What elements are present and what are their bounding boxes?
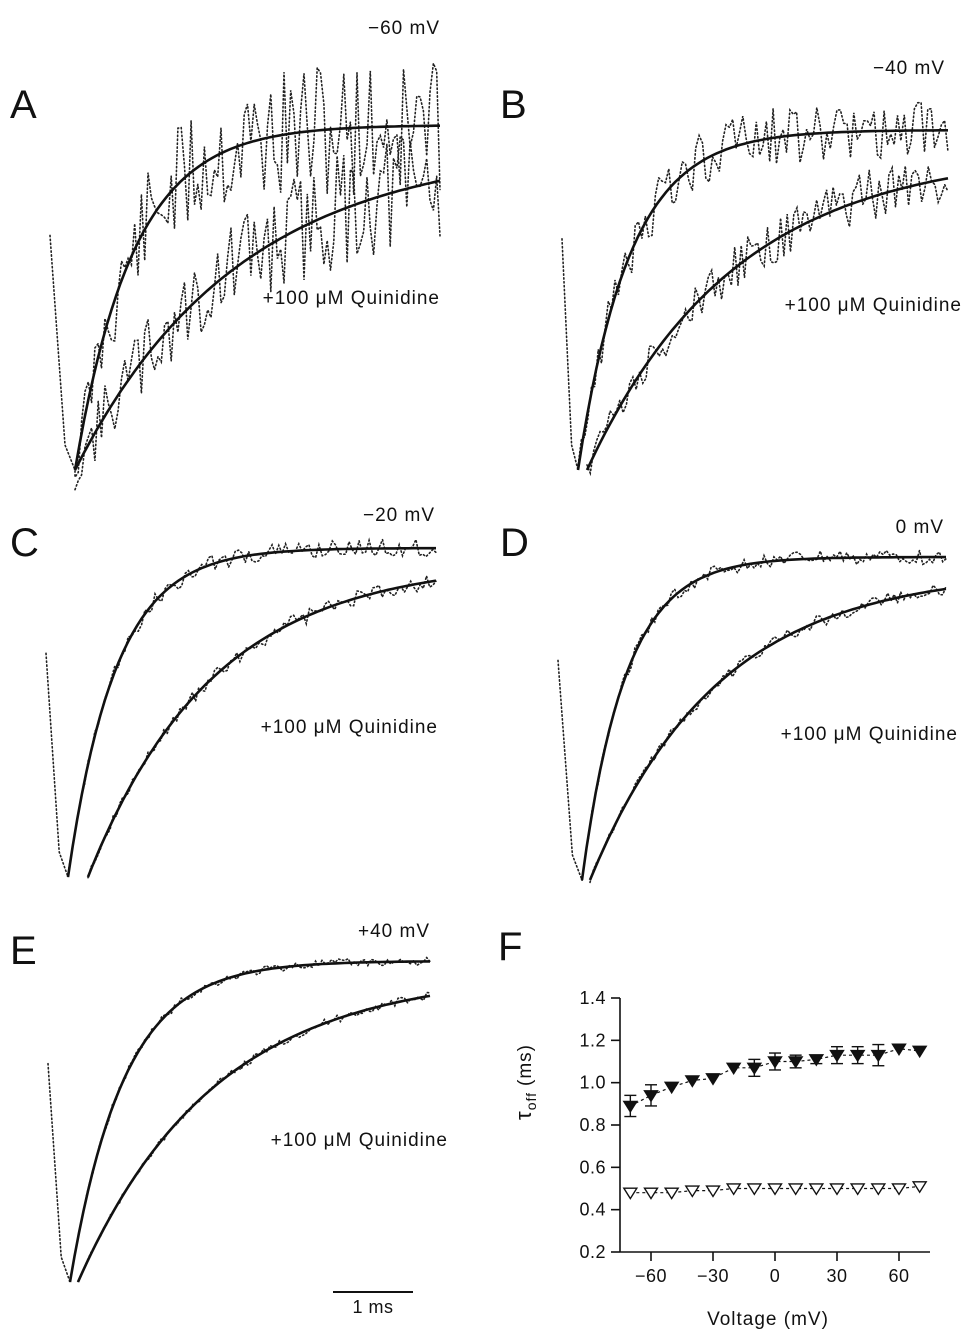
panel-d-letter: D [500, 521, 529, 565]
panel-a-voltage-label: −60 mV [368, 18, 440, 39]
panel-d-drug-label: +100 μM Quinidine [781, 724, 958, 745]
panel-f-y-tick-label: 0.4 [579, 1200, 606, 1220]
panel-f-series-2-point [767, 1183, 783, 1196]
panel-f-series-2-point [808, 1183, 825, 1196]
panel-d-fit-quinidine [588, 587, 947, 881]
panel-f-series-1-point [684, 1075, 701, 1088]
panel-f-series-1-point [808, 1054, 825, 1067]
panel-f-x-tick-label: 0 [770, 1266, 781, 1286]
panel-b-voltage-label: −40 mV [873, 58, 945, 79]
panel-f-series-2-point [891, 1183, 907, 1196]
panel-a-raw-trace-quinidine [74, 135, 441, 491]
panel-f-marks [622, 1043, 928, 1200]
panel-f-y-tick-label: 1.2 [579, 1030, 606, 1050]
panel-b-raw-trace-quinidine [586, 164, 949, 477]
panel-f: F 0.2 0.4 0.6 0.8 1.0 1.2 1.4 −60 −30 0 30 60 Volta… [498, 925, 930, 1330]
panel-f-y-tick-label: 0.2 [579, 1242, 606, 1262]
panel-c-fit-control [66, 546, 436, 878]
panel-f-series-2-point [870, 1183, 887, 1196]
panel-f-series-1-point [705, 1073, 721, 1086]
panel-f-y-tick-label: 1.4 [579, 988, 606, 1008]
panel-a: A −60 mV +100 μM Quinidine [10, 18, 441, 491]
panel-f-series-2-point [622, 1187, 639, 1200]
panel-c-voltage-label: −20 mV [363, 505, 435, 526]
panel-f-y-tick-label: 0.8 [579, 1115, 606, 1135]
panel-f-series-1-point [746, 1062, 763, 1076]
panel-b-fit-quinidine [585, 177, 949, 471]
panel-b-raw-trace-control [561, 101, 949, 471]
panel-f-series-2-point [663, 1187, 680, 1200]
panel-d-raw-trace-control [557, 547, 947, 882]
panel-f-y-tick-label: 0.6 [579, 1157, 606, 1177]
panel-d-fit-control [580, 555, 946, 881]
panel-f-letter: F [498, 925, 522, 969]
panel-c-drug-label: +100 μM Quinidine [261, 717, 438, 738]
panel-e: E +40 mV +100 μM Quinidine [10, 921, 448, 1283]
panel-a-raw-trace-control [49, 62, 441, 480]
scale-bar: 1 ms [333, 1291, 413, 1317]
panel-f-series-2-point [911, 1181, 928, 1194]
panel-e-drug-label: +100 μM Quinidine [271, 1130, 448, 1151]
panel-f-series-2-point [787, 1183, 804, 1196]
panel-f-series-1-point [622, 1100, 639, 1114]
panel-e-raw-trace-control [47, 956, 431, 1283]
panel-c-raw-trace-control [45, 537, 437, 878]
panel-e-fit-quinidine [76, 994, 431, 1283]
panel-f-axes: 0.2 0.4 0.6 0.8 1.0 1.2 1.4 −60 −30 0 30 60 [579, 988, 930, 1286]
panel-f-series-2-point [684, 1185, 701, 1198]
panel-f-series-1-point [891, 1043, 907, 1056]
panel-f-series-1-point [663, 1081, 680, 1095]
panel-f-y-axis-title-symbol: τ [511, 1110, 536, 1120]
panel-f-series-2-point [849, 1183, 866, 1196]
panel-c: C −20 mV +100 μM Quinidine [10, 505, 438, 879]
panel-c-letter: C [10, 521, 39, 565]
panel-f-series-1-point [870, 1049, 887, 1063]
panel-b-drug-label: +100 μM Quinidine [785, 295, 962, 316]
panel-f-y-axis-title-unit: (ms) [515, 1044, 536, 1086]
panel-f-y-axis-title: τoff (ms) [511, 1044, 539, 1120]
panel-f-series-2-point [643, 1187, 659, 1200]
panel-f-x-tick-label: 30 [826, 1266, 847, 1286]
panel-f-y-tick-label: 1.0 [579, 1073, 606, 1093]
panel-e-fit-control [68, 960, 430, 1283]
panel-f-series-1-point [829, 1049, 845, 1063]
panel-a-letter: A [10, 83, 37, 127]
panel-e-letter: E [10, 929, 37, 973]
panel-f-x-tick-label: −60 [635, 1266, 667, 1286]
panel-f-series-1-point [643, 1090, 659, 1103]
panel-f-series-1-point [767, 1056, 783, 1069]
panel-f-series-2-point [725, 1183, 742, 1196]
panel-f-x-tick-label: −30 [697, 1266, 729, 1286]
panel-f-x-tick-label: 60 [888, 1266, 909, 1286]
panel-f-y-axis-title-subscript: off [523, 1092, 539, 1110]
panel-a-fit-control [73, 124, 440, 471]
panel-d-voltage-label: 0 mV [896, 517, 944, 538]
panel-a-drug-label: +100 μM Quinidine [263, 288, 440, 309]
panel-f-x-axis-title: Voltage (mV) [707, 1309, 829, 1330]
panel-f-series-2-point [746, 1183, 763, 1196]
panel-f-series-2-point [829, 1183, 845, 1196]
panel-b-letter: B [500, 83, 527, 127]
panel-b: B −40 mV +100 μM Quinidine [500, 58, 962, 477]
panel-f-series-1-point [911, 1045, 928, 1059]
panel-f-series-1-point [787, 1056, 804, 1069]
panel-b-fit-control [576, 129, 948, 471]
panel-f-series-2-point [705, 1185, 721, 1198]
panel-e-voltage-label: +40 mV [358, 921, 430, 942]
panel-f-series-1-point [849, 1049, 866, 1063]
panel-f-series-1-point [725, 1062, 742, 1076]
panel-d: D 0 mV +100 μM Quinidine [500, 517, 958, 884]
panel-a-fit-quinidine [73, 179, 441, 471]
scale-bar-label: 1 ms [352, 1297, 393, 1317]
panel-c-fit-quinidine [86, 579, 437, 878]
